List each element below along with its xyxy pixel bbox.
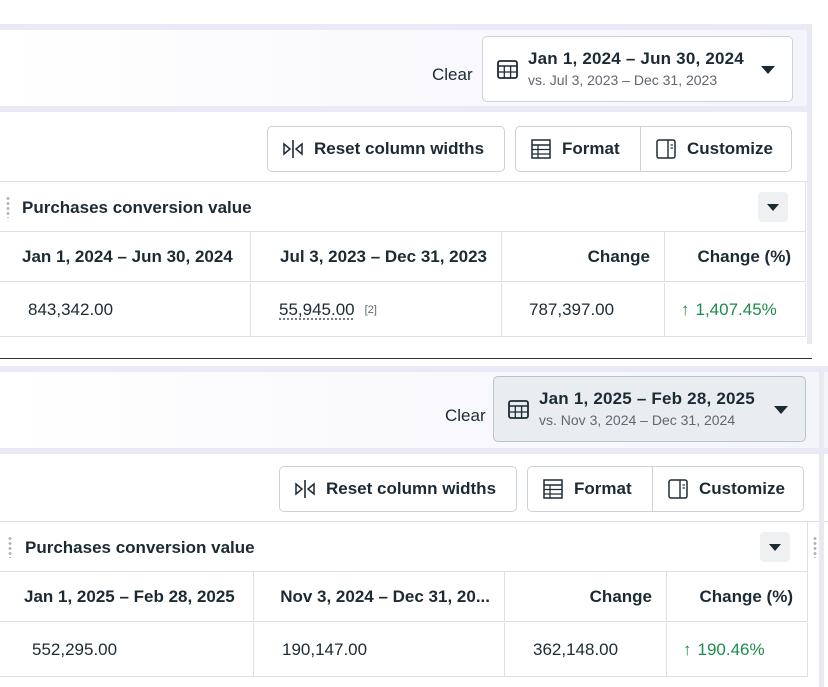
up-arrow-icon: ↑ xyxy=(683,639,692,659)
date-bar: Clear Jan 1, 2024 – Jun 30, 2024 vs. Jul… xyxy=(0,24,812,112)
drag-handle-icon[interactable] xyxy=(8,536,12,558)
scrollbar[interactable] xyxy=(819,366,824,687)
drag-handle-icon[interactable] xyxy=(6,196,10,218)
cell-change: 787,397.00 xyxy=(502,283,665,336)
column-group-title: Purchases conversion value xyxy=(22,198,252,217)
chevron-down-icon xyxy=(761,66,775,74)
reset-column-widths-button[interactable]: Reset column widths xyxy=(267,126,505,172)
column-header-change-pct[interactable]: Change (%) xyxy=(665,232,806,281)
table-toolbar: Reset column widths Format Customize xyxy=(0,454,828,526)
scrollbar[interactable] xyxy=(807,24,812,344)
table-row: 843,342.00 55,945.00 [2] 787,397.00 ↑ 1,… xyxy=(0,283,806,337)
format-label: Format xyxy=(562,139,620,158)
chevron-down-icon xyxy=(774,406,788,414)
drag-handle-icon[interactable] xyxy=(813,536,817,558)
column-group-header: Purchases conversion value xyxy=(0,182,806,232)
table-header-row: Jan 1, 2025 – Feb 28, 2025 Nov 3, 2024 –… xyxy=(0,572,808,622)
format-button[interactable]: Format xyxy=(527,466,653,512)
change-pct-value: 1,407.45% xyxy=(695,299,777,319)
column-header-change[interactable]: Change xyxy=(502,232,665,281)
reset-columns-icon xyxy=(295,480,315,498)
date-range-label: Jan 1, 2025 – Feb 28, 2025 xyxy=(539,389,755,408)
cell-previous: 190,147.00 xyxy=(254,623,505,676)
compare-range-label: vs. Nov 3, 2024 – Dec 31, 2024 xyxy=(539,412,736,428)
format-button[interactable]: Format xyxy=(515,126,641,172)
customize-icon xyxy=(668,479,688,499)
calendar-icon xyxy=(497,60,518,79)
format-icon xyxy=(531,139,551,159)
up-arrow-icon: ↑ xyxy=(681,299,690,319)
change-pct-value: 190.46% xyxy=(697,639,765,659)
cell-change-pct: ↑ 190.46% xyxy=(667,623,808,676)
table-header-row: Jan 1, 2024 – Jun 30, 2024 Jul 3, 2023 –… xyxy=(0,232,806,282)
reset-column-widths-label: Reset column widths xyxy=(326,479,497,498)
compare-range-label: vs. Jul 3, 2023 – Dec 31, 2023 xyxy=(528,72,718,88)
table-toolbar: Reset column widths Format Customize xyxy=(0,112,812,184)
clear-link[interactable]: Clear xyxy=(432,65,473,84)
customize-icon xyxy=(656,139,676,159)
column-header-previous[interactable]: Nov 3, 2024 – Dec 31, 20... xyxy=(254,572,505,621)
footnote-marker: [2] xyxy=(364,303,377,316)
column-header-current[interactable]: Jan 1, 2024 – Jun 30, 2024 xyxy=(0,232,251,281)
clear-link[interactable]: Clear xyxy=(445,406,486,425)
calendar-icon xyxy=(508,400,529,419)
column-header-change[interactable]: Change xyxy=(505,572,667,621)
data-table: Purchases conversion value Jan 1, 2025 –… xyxy=(0,521,828,687)
column-group-header: Purchases conversion value xyxy=(0,522,808,572)
customize-label: Customize xyxy=(687,139,773,158)
format-label: Format xyxy=(574,479,632,498)
format-icon xyxy=(543,479,563,499)
previous-value[interactable]: 55,945.00 xyxy=(279,299,355,319)
column-group-title: Purchases conversion value xyxy=(25,538,255,557)
customize-label: Customize xyxy=(699,479,785,498)
column-group-menu-button[interactable] xyxy=(758,192,788,222)
column-header-previous[interactable]: Jul 3, 2023 – Dec 31, 2023 xyxy=(251,232,502,281)
column-header-current[interactable]: Jan 1, 2025 – Feb 28, 2025 xyxy=(0,572,254,621)
date-bar: Clear Jan 1, 2025 – Feb 28, 2025 vs. Nov… xyxy=(0,366,828,454)
customize-button[interactable]: Customize xyxy=(640,126,792,172)
table-row: 552,295.00 190,147.00 362,148.00 ↑ 190.4… xyxy=(0,623,808,677)
date-range-picker[interactable]: Jan 1, 2024 – Jun 30, 2024 vs. Jul 3, 20… xyxy=(482,36,793,102)
cell-current: 843,342.00 xyxy=(0,283,251,336)
date-range-picker[interactable]: Jan 1, 2025 – Feb 28, 2025 vs. Nov 3, 20… xyxy=(493,376,806,442)
column-group-menu-button[interactable] xyxy=(760,532,790,562)
reset-column-widths-button[interactable]: Reset column widths xyxy=(279,466,517,512)
column-header-change-pct[interactable]: Change (%) xyxy=(667,572,808,621)
data-table: Purchases conversion value Jan 1, 2024 –… xyxy=(0,181,812,341)
customize-button[interactable]: Customize xyxy=(652,466,804,512)
reset-columns-icon xyxy=(283,140,303,158)
cell-change-pct: ↑ 1,407.45% xyxy=(665,283,806,336)
date-range-label: Jan 1, 2024 – Jun 30, 2024 xyxy=(528,49,744,68)
cell-change: 362,148.00 xyxy=(505,623,667,676)
reset-column-widths-label: Reset column widths xyxy=(314,139,485,158)
cell-current: 552,295.00 xyxy=(0,623,254,676)
cell-previous: 55,945.00 [2] xyxy=(251,283,502,336)
divider xyxy=(0,358,812,359)
